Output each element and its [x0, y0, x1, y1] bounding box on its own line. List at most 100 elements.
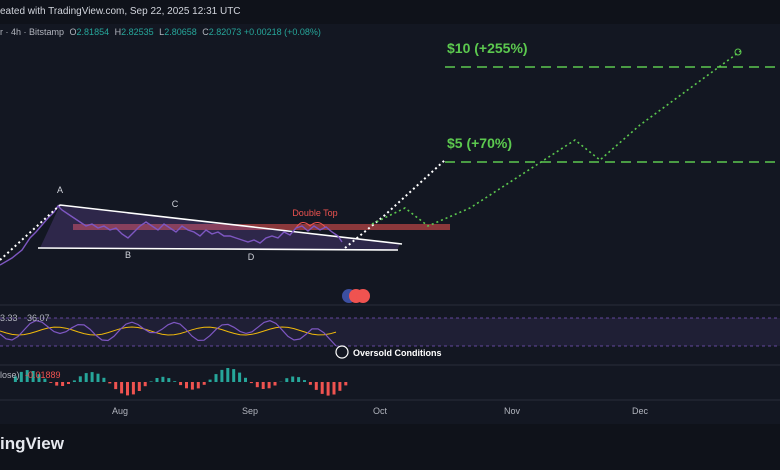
- macd-bar: [303, 380, 306, 382]
- symbol-line: r · 4h · Bitstamp O2.81854 H2.82535 L2.8…: [0, 27, 321, 37]
- macd-bar: [143, 382, 147, 387]
- pattern-point-label: C: [172, 199, 179, 209]
- macd-bar: [55, 382, 59, 386]
- macd-bar: [131, 382, 135, 395]
- macd-bar: [167, 378, 171, 382]
- macd-bar: [120, 382, 124, 394]
- macd-bar: [90, 372, 94, 382]
- macd-bar: [326, 382, 330, 396]
- macd-bar: [155, 378, 159, 382]
- macd-bar: [320, 382, 324, 394]
- macd-bar: [67, 382, 70, 384]
- macd-bar: [267, 382, 271, 389]
- macd-bar: [332, 382, 336, 395]
- macd-bar: [220, 369, 224, 382]
- macd-bar: [114, 382, 118, 390]
- time-axis-label: Oct: [373, 406, 388, 416]
- time-axis-label: Nov: [504, 406, 521, 416]
- news-icon: [356, 289, 370, 303]
- target-label: $5 (+70%): [447, 135, 512, 151]
- symbol-name: r · 4h · Bitstamp: [0, 27, 65, 37]
- macd-bar: [249, 382, 253, 384]
- rsi-value-label: 3.33: [0, 313, 18, 323]
- pattern-point-label: D: [248, 252, 255, 262]
- macd-bar: [31, 371, 35, 382]
- triangle-fill: [40, 205, 400, 250]
- high-value: 2.82535: [121, 27, 154, 37]
- macd-value: -0.01889: [25, 370, 61, 380]
- macd-bar: [238, 372, 242, 382]
- macd-bar: [338, 382, 342, 391]
- low-value: 2.80658: [164, 27, 197, 37]
- macd-bar: [72, 380, 76, 382]
- price-line: [0, 204, 343, 266]
- macd-bar: [102, 377, 106, 382]
- macd-label: lose): [0, 370, 20, 380]
- macd-bar: [25, 370, 29, 382]
- macd-bar: [214, 374, 218, 382]
- macd-bar: [19, 371, 23, 382]
- low-label: L: [159, 27, 165, 37]
- double-top-arc: [295, 222, 327, 229]
- oversold-marker: [335, 345, 349, 359]
- macd-bar: [96, 373, 100, 382]
- projection-path: [371, 49, 743, 227]
- macd-bar: [137, 382, 141, 391]
- macd-bar: [308, 382, 312, 385]
- macd-bar: [108, 382, 112, 384]
- oversold-label: Oversold Conditions: [353, 348, 442, 358]
- pattern-point-label: B: [125, 250, 131, 260]
- target-marker: [734, 48, 742, 56]
- footer-bar: [0, 424, 780, 470]
- time-axis-label: Sep: [242, 406, 258, 416]
- macd-bar: [37, 374, 41, 382]
- macd-bar: [149, 381, 153, 382]
- macd-bar: [126, 382, 129, 396]
- macd-bar: [226, 368, 230, 382]
- macd-bar: [291, 376, 295, 382]
- rsi-line: [0, 319, 337, 347]
- macd-bar: [285, 378, 289, 382]
- macd-bar: [314, 382, 318, 390]
- header-bar: eated with TradingView.com, Sep 22, 2025…: [0, 0, 780, 24]
- pattern-point-label: A: [57, 185, 63, 195]
- macd-bar: [84, 373, 88, 382]
- macd-bar: [255, 382, 259, 388]
- macd-bar: [261, 382, 265, 389]
- macd-bar: [196, 382, 200, 389]
- rsi-signal-value-label: 36.07: [27, 313, 50, 323]
- macd-bar: [49, 382, 53, 383]
- open-label: O: [69, 27, 77, 37]
- macd-bar: [190, 382, 194, 390]
- macd-bar: [208, 379, 212, 382]
- macd-bar: [344, 382, 348, 386]
- macd-bar: [78, 376, 82, 382]
- macd-bar: [297, 377, 301, 382]
- high-label: H: [114, 27, 122, 37]
- macd-bar: [273, 382, 277, 386]
- macd-bar: [179, 382, 183, 386]
- close-value: 2.82073: [208, 27, 242, 37]
- rsi-band: [0, 318, 780, 346]
- close-label: C: [202, 27, 209, 37]
- target-label: $10 (+255%): [447, 40, 528, 56]
- time-axis-label: Dec: [632, 406, 649, 416]
- macd-bar: [244, 377, 247, 382]
- macd-bar: [232, 369, 236, 382]
- macd-bar: [202, 382, 206, 385]
- double-top-label: Double Top: [292, 208, 337, 218]
- macd-bar: [13, 376, 17, 382]
- change-value: +0.00218 (+0.08%): [243, 27, 321, 37]
- macd-bar: [43, 378, 47, 382]
- time-axis-label: Aug: [112, 406, 128, 416]
- macd-bar: [61, 382, 65, 386]
- macd-bar: [173, 381, 177, 382]
- header-text: eated with TradingView.com, Sep 22, 2025…: [0, 6, 241, 17]
- approach-dotted-line: [0, 204, 61, 261]
- brand-logo-text: ingView: [0, 434, 64, 453]
- macd-bar: [161, 376, 165, 382]
- macd-bar: [185, 382, 188, 389]
- double-top-zone: [73, 224, 450, 230]
